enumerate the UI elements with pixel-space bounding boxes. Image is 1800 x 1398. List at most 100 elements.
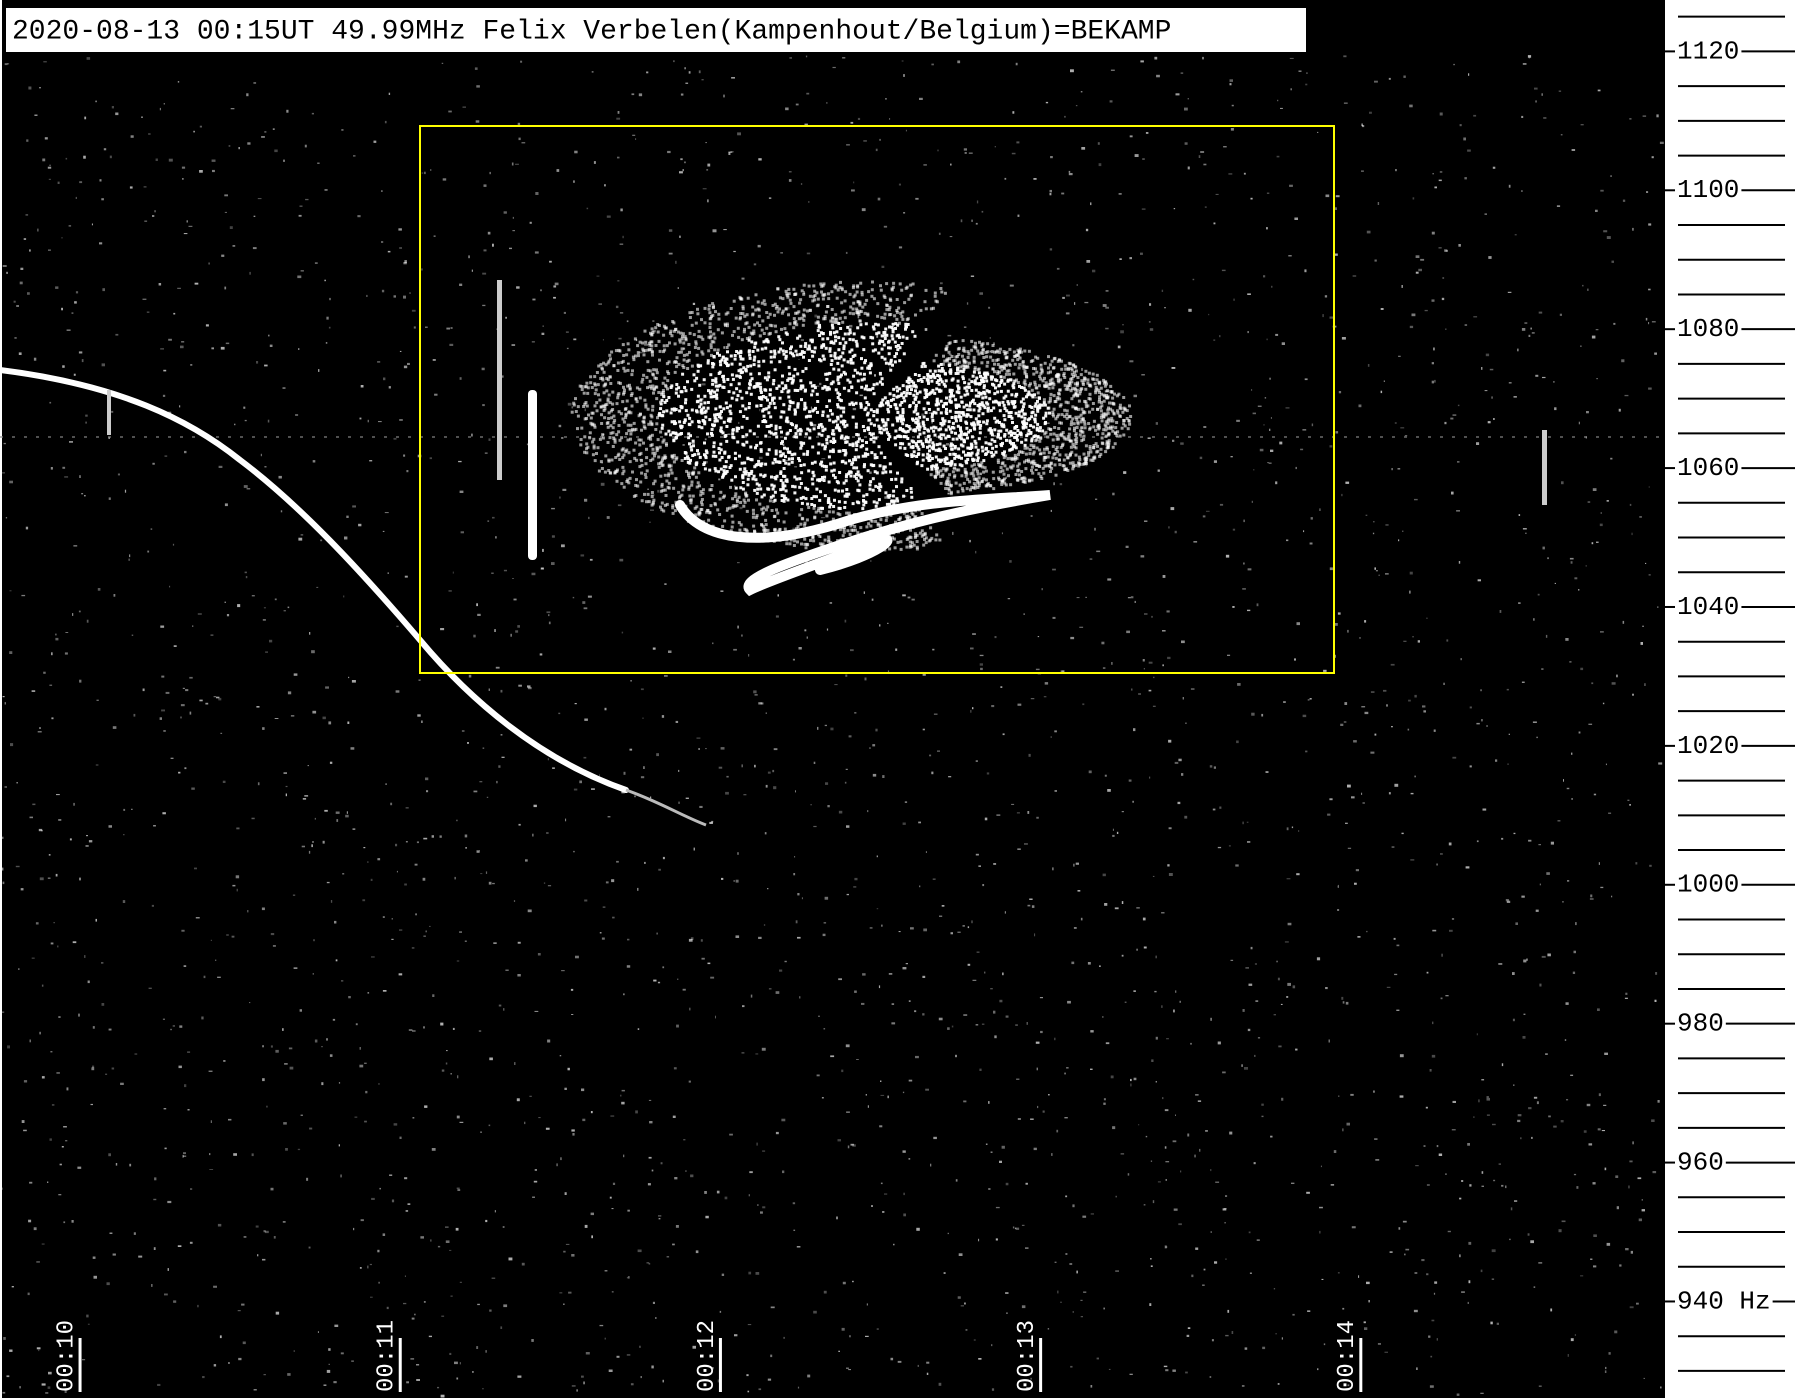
noise-speck [203,975,206,979]
noise-speck [456,819,458,822]
echo-speck [865,384,868,388]
noise-speck [821,517,825,519]
noise-speck [737,132,741,136]
noise-speck [1125,545,1129,548]
noise-speck [359,417,362,420]
echo-speck [867,290,871,294]
noise-speck [1582,284,1584,287]
echo-speck [671,511,675,515]
noise-speck [1441,297,1445,301]
noise-speck [986,772,990,775]
echo-speck [625,399,629,403]
noise-speck [253,1389,257,1391]
echo-speck [839,355,843,359]
echo-speck [813,460,817,464]
noise-speck [1506,688,1509,691]
echo-speck [1041,379,1045,383]
noise-speck [1033,1147,1037,1151]
noise-speck [684,161,686,164]
noise-speck [1024,843,1028,845]
noise-speck [1044,682,1049,685]
noise-speck [754,764,756,768]
echo-speck [998,421,1001,424]
noise-speck [1073,863,1075,867]
noise-speck [381,289,385,293]
echo-speck [1014,394,1018,398]
noise-speck [1461,1180,1464,1182]
echo-speck [931,441,935,445]
echo-speck [956,371,960,375]
noise-speck [969,539,971,543]
noise-speck [1369,111,1372,114]
echo-speck [574,397,577,401]
noise-speck [1107,789,1111,792]
echo-speck [826,337,830,341]
echo-speck [580,385,584,388]
noise-speck [9,1349,13,1352]
noise-speck [698,748,700,750]
noise-speck [1493,418,1495,420]
noise-speck [853,886,857,888]
echo-speck [1116,411,1120,415]
noise-speck [925,380,928,383]
echo-speck [721,355,725,359]
echo-speck [627,348,631,352]
noise-speck [1202,56,1204,60]
echo-speck [1078,458,1082,462]
noise-speck [1600,886,1604,889]
echo-speck [947,420,951,424]
noise-speck [79,181,83,184]
echo-speck [570,410,574,414]
noise-speck [1558,1229,1562,1233]
echo-speck [751,508,755,512]
noise-speck [1538,1262,1543,1264]
echo-speck [1074,365,1078,369]
noise-speck [209,1153,211,1156]
noise-speck [1236,419,1240,422]
echo-speck [862,372,866,376]
noise-speck [658,1215,662,1217]
echo-speck [829,520,833,524]
noise-speck [1253,1162,1256,1165]
noise-speck [1085,596,1087,598]
echo-speck [822,357,826,361]
noise-speck [329,761,333,764]
noise-speck [1632,1141,1634,1145]
noise-speck [903,212,906,214]
noise-speck [1111,662,1113,665]
noise-speck [846,1367,849,1369]
echo-speck [1057,380,1061,384]
echo-speck [799,441,803,445]
echo-speck [895,298,899,301]
noise-speck [1270,449,1274,452]
echo-speck [877,486,880,489]
noise-speck [103,148,107,151]
noise-speck [1150,1265,1153,1267]
noise-speck [973,1339,976,1341]
noise-speck [963,326,967,328]
echo-speck [935,397,939,401]
noise-speck [1657,1100,1660,1103]
echo-speck [731,432,735,436]
noise-speck [1440,997,1443,1000]
noise-speck [1366,1281,1370,1285]
noise-speck [923,164,927,166]
noise-speck [1648,322,1650,325]
noise-speck [602,339,604,341]
noise-speck [441,1315,445,1317]
noise-speck [1365,514,1368,516]
echo-speck [827,387,831,391]
echo-speck [790,345,793,349]
noise-speck [823,1290,827,1294]
noise-speck [863,140,867,142]
noise-speck [755,1272,760,1275]
echo-speck [896,323,900,327]
noise-speck [859,394,863,397]
echo-speck [836,403,840,407]
echo-speck [1018,384,1021,388]
noise-speck [976,951,980,953]
noise-speck [1080,1299,1083,1301]
echo-speck [1063,437,1067,441]
noise-speck [825,782,829,785]
echo-speck [920,365,924,369]
